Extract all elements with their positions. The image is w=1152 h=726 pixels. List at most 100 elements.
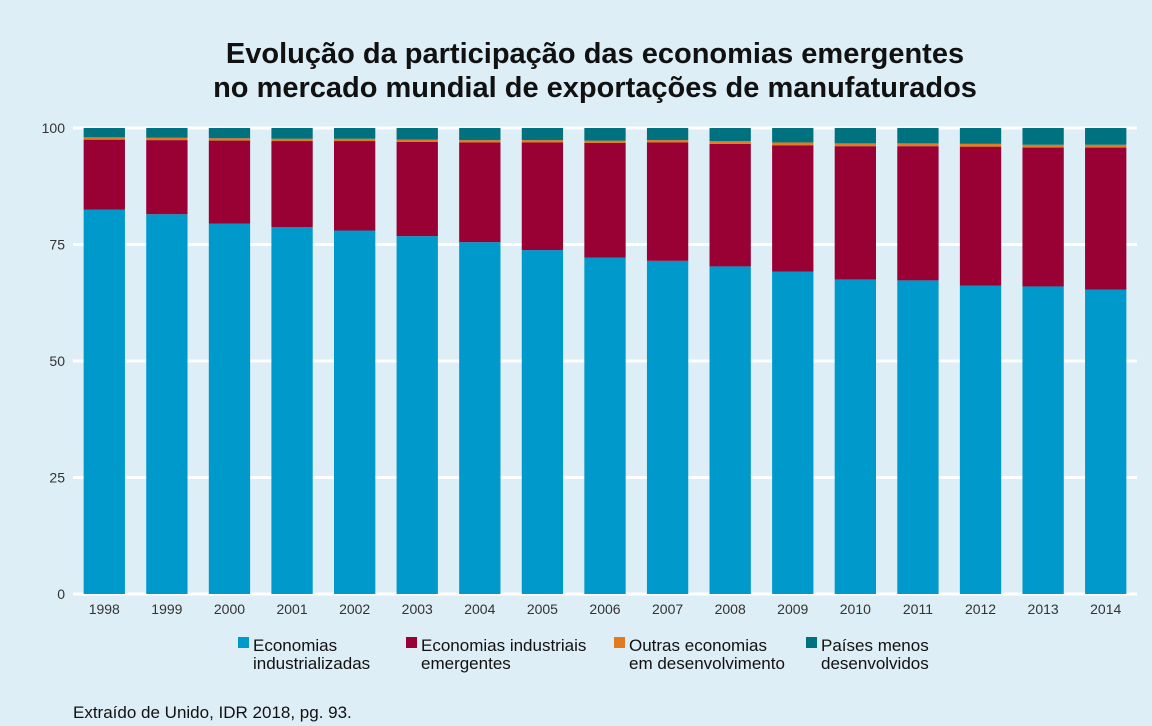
bar-segment <box>333 230 376 594</box>
x-tick-label: 2001 <box>276 601 307 617</box>
y-tick-label: 25 <box>49 470 65 486</box>
bar-segment <box>772 271 814 594</box>
bar-segment <box>459 142 501 243</box>
x-tick-label: 2000 <box>214 601 245 617</box>
chart-title-line-2: no mercado mundial de exportações de man… <box>213 72 977 104</box>
bar-segment <box>83 137 125 140</box>
bar-segment <box>208 138 251 141</box>
x-tick-label: 2009 <box>777 601 808 617</box>
y-tick-label: 50 <box>49 353 65 369</box>
bar-segment <box>208 128 251 139</box>
bar-segment <box>521 128 564 141</box>
bar-segment <box>709 128 751 142</box>
bar-segment <box>459 128 501 141</box>
legend-label: Economias industriais <box>421 636 586 655</box>
bar-segment <box>897 143 939 147</box>
bar-segment <box>1085 147 1127 290</box>
y-tick-label: 100 <box>42 120 66 136</box>
x-tick-label: 2003 <box>402 601 433 617</box>
bar-segment <box>584 128 626 141</box>
y-tick-label: 75 <box>49 237 65 253</box>
bar-segment <box>959 128 1002 144</box>
y-tick-label: 0 <box>57 586 65 602</box>
x-tick-label: 2012 <box>965 601 996 617</box>
bar-segment <box>1085 128 1127 145</box>
x-tick-label: 2008 <box>715 601 746 617</box>
x-tick-label: 2013 <box>1028 601 1059 617</box>
legend-swatch <box>238 637 249 648</box>
bar-segment <box>772 128 814 143</box>
bar-segment <box>834 128 877 144</box>
x-tick-label: 2011 <box>903 601 933 617</box>
legend-swatch <box>614 637 625 648</box>
bar-segment <box>584 142 626 258</box>
bar-segment <box>146 128 188 138</box>
legend-label: Economias <box>253 636 337 655</box>
bar-segment <box>271 141 313 228</box>
bar-segment <box>897 146 939 281</box>
bar-segment <box>459 242 501 595</box>
bar-segment <box>646 140 689 143</box>
x-tick-label: 2006 <box>589 601 620 617</box>
bar-segment <box>646 142 689 261</box>
chart-title-line-1: Evolução da participação das economias e… <box>226 38 964 70</box>
bar-segment <box>271 138 313 142</box>
bar-segment <box>646 260 689 594</box>
legend-swatch <box>806 637 817 648</box>
bar-segment <box>1022 144 1064 148</box>
bar-segment <box>897 128 939 144</box>
bar-segment <box>1022 286 1064 594</box>
bar-segment <box>959 285 1002 594</box>
legend-label: desenvolvidos <box>821 654 929 673</box>
bar-segment <box>834 146 877 280</box>
bar-segment <box>208 223 251 594</box>
bar-segment <box>709 143 751 267</box>
bar-segment <box>584 140 626 143</box>
x-tick-label: 2014 <box>1090 601 1121 617</box>
bar-segment <box>1022 147 1064 287</box>
x-tick-label: 2002 <box>339 601 370 617</box>
bar-segment <box>897 280 939 594</box>
bars <box>83 128 1127 595</box>
bar-segment <box>396 139 438 142</box>
x-tick-label: 2005 <box>527 601 558 617</box>
legend-label: em desenvolvimento <box>629 654 785 673</box>
bar-segment <box>83 209 125 595</box>
bar-segment <box>396 236 438 594</box>
bar-segment <box>83 128 125 138</box>
x-tick-label: 2004 <box>464 601 495 617</box>
bar-segment <box>1022 128 1064 145</box>
bar-segment <box>83 139 125 210</box>
bar-segment <box>146 137 188 141</box>
bar-segment <box>959 146 1002 286</box>
legend-swatch <box>406 637 417 648</box>
bar-segment <box>1085 289 1127 594</box>
bar-segment <box>646 128 689 141</box>
bar-segment <box>772 142 814 146</box>
x-tick-label: 1998 <box>89 601 120 617</box>
x-tick-label: 2010 <box>840 601 871 617</box>
bar-segment <box>146 214 188 594</box>
legend-label: emergentes <box>421 654 511 673</box>
bar-segment <box>521 140 564 143</box>
bar-segment <box>1085 144 1127 148</box>
bar-segment <box>521 250 564 595</box>
source-caption: Extraído de Unido, IDR 2018, pg. 93. <box>73 703 352 722</box>
bar-segment <box>959 143 1002 147</box>
bar-segment <box>459 140 501 143</box>
bar-segment <box>709 141 751 144</box>
bar-segment <box>146 140 188 215</box>
y-axis: 0 25 50 75 100 <box>42 120 66 602</box>
bar-segment <box>271 128 313 139</box>
legend-label: industrializadas <box>253 654 370 673</box>
bar-segment <box>396 128 438 140</box>
x-tick-label: 1999 <box>151 601 182 617</box>
bar-segment <box>772 145 814 272</box>
bar-segment <box>333 138 376 142</box>
x-tick-label: 2007 <box>652 601 683 617</box>
bar-segment <box>333 141 376 231</box>
bar-segment <box>834 143 877 147</box>
bar-segment <box>271 227 313 594</box>
